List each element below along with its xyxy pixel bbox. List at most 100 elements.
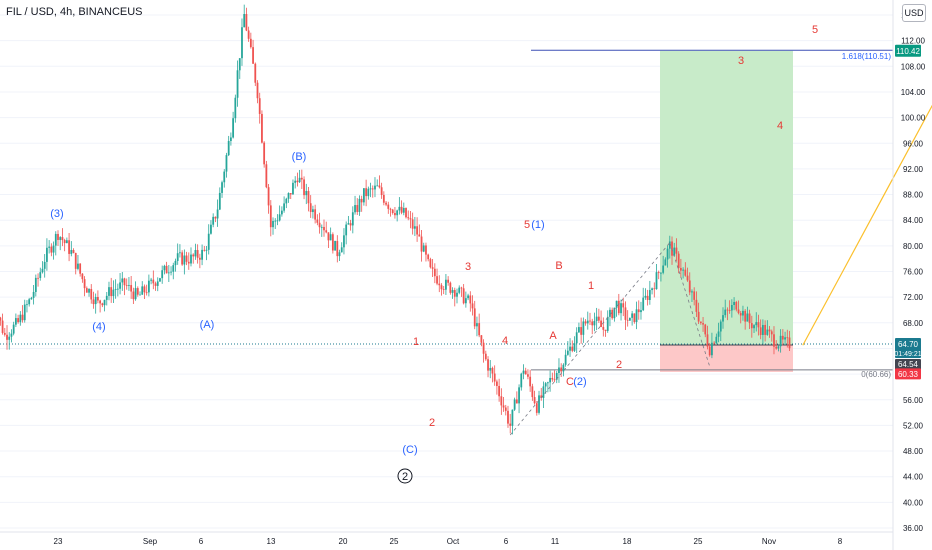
candle [163,264,166,275]
candle [675,238,678,262]
candle [97,290,99,304]
candle-body [507,410,509,424]
candle [283,196,285,213]
price-tick-label: 52.00 [903,421,924,430]
candle [387,201,390,214]
candle [498,378,501,402]
trend-lines [509,242,711,436]
candle-body [103,299,106,306]
candle [476,316,478,337]
candle-body [402,208,405,213]
candle [110,277,113,303]
candle-body [123,278,126,286]
candle [679,258,682,278]
candle [759,319,762,340]
current-price-badge [895,337,921,358]
candle-body [23,304,26,321]
candle-body [265,164,268,188]
candle-body [655,272,658,290]
candle-body [57,233,59,240]
candle-body [742,310,744,316]
candle [458,285,461,295]
candle-body [28,299,31,305]
time-axis[interactable]: 23 Sep 6 13 20 25 Oct 6 11 18 25 Nov 8 [54,537,843,546]
currency-button[interactable]: USD [902,4,926,22]
wave-label-red-a: A [549,330,557,342]
candle-body [753,325,755,329]
candle-body [416,226,418,235]
candle-body [573,343,576,351]
candle [221,180,223,198]
candle-body [629,317,631,321]
candle [402,202,405,216]
current-price-badge-text: 64.70 [898,340,919,349]
candle-body [781,335,784,340]
candle [702,316,704,332]
candle-body [469,295,472,304]
candle-body [46,247,48,262]
candle [768,325,771,338]
candle-body [535,403,538,413]
candle-body [316,219,319,223]
candle-body [289,193,292,195]
candle [451,287,454,299]
candle-body [320,226,323,228]
candle [214,216,217,223]
candle-body [726,309,729,311]
candle-body [203,249,206,251]
candle [777,345,780,352]
candle [755,312,758,332]
candle-body [673,247,676,256]
candle-body [382,194,385,203]
candle-body [134,288,137,300]
candle-body [88,288,90,293]
candle-body [440,285,443,290]
candle [686,267,689,282]
candle-body [161,270,164,279]
candle [413,216,416,237]
candle-body [642,297,645,311]
candle-body [496,381,498,386]
loss-zone[interactable] [660,344,793,372]
candle-body [61,237,64,241]
candle-body [770,331,773,335]
candle-body [578,327,580,333]
candle [469,291,472,312]
profit-zone[interactable] [660,50,793,345]
candle [500,388,503,415]
candle [81,273,84,283]
candle-body [119,282,121,289]
candle-body [185,255,188,262]
candle-body [425,245,427,255]
candle-body [418,234,421,237]
candle [697,302,700,325]
candle [511,409,514,435]
price-axis[interactable]: 116.00112.00108.00104.00100.0096.0092.00… [901,11,926,533]
candle [57,230,59,246]
candle-body [566,350,569,355]
stop-price-badge-text: 60.33 [898,370,919,379]
time-tick-label: Sep [143,537,158,546]
candle [744,309,747,330]
candle [32,284,35,305]
candle [445,274,447,295]
time-tick-label: 8 [838,537,843,546]
candle [781,329,784,346]
candle [462,284,465,305]
candle [1,313,4,335]
candle [48,240,51,254]
candle [660,272,662,282]
candle [358,195,361,216]
candle-body [498,385,501,397]
candle [549,370,551,392]
candle [493,365,496,386]
candle-body [212,216,215,225]
candle-body [156,281,159,286]
candle-body [717,331,720,337]
candle [473,300,476,330]
candle [303,176,305,200]
candle-body [249,38,252,48]
projection-path[interactable] [802,21,932,346]
candle [26,300,28,313]
